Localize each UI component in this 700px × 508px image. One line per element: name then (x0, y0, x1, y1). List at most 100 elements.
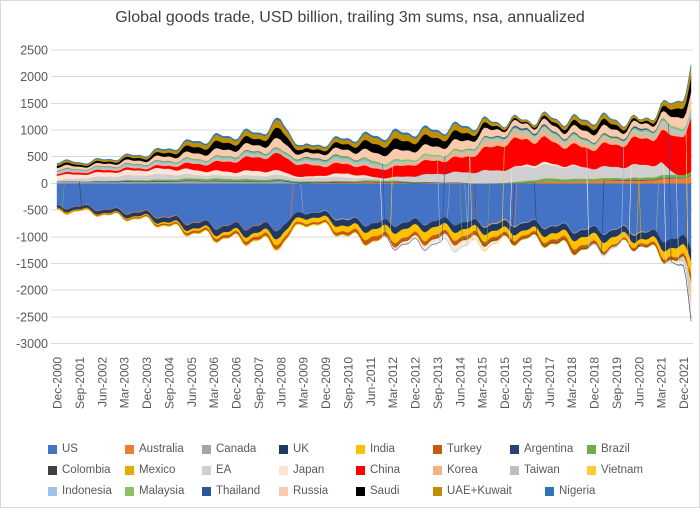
legend-label: Australia (139, 443, 184, 455)
legend-item-taiwan: Taiwan (510, 464, 560, 477)
legend-swatch (48, 466, 57, 475)
x-axis-tick-label: Jun-2002 (95, 357, 109, 407)
y-axis-tick-label: 1500 (20, 97, 48, 111)
x-axis-tick-label: Sep-2019 (610, 357, 624, 409)
legend-item-indonesia: Indonesia (48, 485, 112, 498)
y-axis-tick-label: -2000 (16, 284, 48, 298)
x-axis-tick-label: Dec-2021 (677, 357, 691, 409)
legend-item-us: US (48, 443, 78, 456)
legend-item-uae-kuwait: UAE+Kuwait (433, 485, 512, 498)
x-axis-tick-label: Dec-2015 (498, 357, 512, 409)
legend-label: Turkey (447, 443, 482, 455)
legend-item-vietnam: Vietnam (587, 464, 643, 477)
legend-label: India (370, 443, 395, 455)
legend-item-canada: Canada (202, 443, 256, 456)
legend-item-brazil: Brazil (587, 443, 630, 456)
legend-swatch (202, 445, 211, 454)
legend-swatch (279, 445, 288, 454)
legend-item-japan: Japan (279, 464, 324, 477)
legend-swatch (545, 487, 554, 496)
y-axis-tick-label: 500 (27, 150, 48, 164)
legend-swatch (433, 487, 442, 496)
legend-label: EA (216, 464, 232, 476)
legend-item-india: India (356, 443, 395, 456)
legend-swatch (48, 487, 57, 496)
legend-swatch (356, 487, 365, 496)
legend-swatch (510, 445, 519, 454)
legend-item-turkey: Turkey (433, 443, 482, 456)
legend-label: Indonesia (62, 485, 112, 497)
legend-swatch (510, 466, 519, 475)
y-axis-tick-label: 2000 (20, 70, 48, 84)
x-axis-tick-label: Sep-2016 (520, 357, 534, 409)
y-axis-tick-label: 1000 (20, 124, 48, 138)
x-axis-tick-label: Sep-2001 (73, 357, 87, 409)
x-axis-tick-label: Jun-2011 (364, 357, 378, 406)
legend-label: Nigeria (559, 485, 596, 497)
x-axis-tick-label: Mar-2003 (118, 357, 132, 409)
y-axis-tick-label: -1000 (16, 230, 48, 244)
legend-label: Russia (293, 485, 329, 497)
x-axis-tick-label: Dec-2006 (230, 357, 244, 409)
legend-label: Mexico (139, 464, 176, 476)
legend-swatch (48, 445, 57, 454)
legend-swatch (202, 487, 211, 496)
legend-item-malaysia: Malaysia (125, 485, 184, 498)
x-axis-tick-label: Mar-2009 (297, 357, 311, 409)
x-axis-tick-label: Jun-2008 (274, 357, 288, 407)
x-axis-tick-label: Mar-2006 (207, 357, 221, 409)
legend-swatch (279, 487, 288, 496)
legend-swatch (587, 466, 596, 475)
legend-swatch (587, 445, 596, 454)
legend-label: US (62, 443, 78, 455)
legend-label: Colombia (62, 464, 111, 476)
x-axis-tick-label: Dec-2003 (140, 357, 154, 409)
x-axis-tick-label: Sep-2013 (431, 357, 445, 409)
x-axis-tick-label: Mar-2015 (476, 357, 490, 409)
legend-label: China (370, 464, 401, 476)
legend-item-ea: EA (202, 464, 231, 477)
legend-item-nigeria: Nigeria (545, 485, 595, 498)
series-area-nigeria (56, 64, 692, 165)
x-axis-tick-label: Mar-2012 (386, 357, 400, 409)
legend-swatch (433, 466, 442, 475)
legend-item-china: China (356, 464, 400, 477)
x-axis-tick-label: Sep-2004 (162, 357, 176, 409)
x-axis-tick-label: Jun-2020 (632, 357, 646, 407)
chart-title: Global goods trade, USD billion, trailin… (115, 9, 585, 26)
legend-label: Thailand (216, 485, 261, 497)
legend-label: Vietnam (601, 464, 643, 476)
y-axis-tick-label: -3000 (16, 337, 48, 351)
x-axis-tick-label: Sep-2010 (341, 357, 355, 409)
legend-label: Taiwan (524, 464, 560, 476)
legend-label: Brazil (601, 443, 630, 455)
legend-item-korea: Korea (433, 464, 478, 477)
legend-swatch (356, 466, 365, 475)
legend-item-argentina: Argentina (510, 443, 573, 456)
legend-label: Malaysia (139, 485, 185, 497)
legend-label: UK (293, 443, 309, 455)
x-axis-tick-label: Mar-2021 (655, 357, 669, 409)
legend-swatch (125, 487, 134, 496)
x-axis-tick-label: Jun-2005 (185, 357, 199, 407)
legend-item-saudi: Saudi (356, 485, 399, 498)
x-axis-tick-label: Dec-2009 (319, 357, 333, 409)
legend-label: Argentina (524, 443, 574, 455)
x-axis-tick-label: Jun-2017 (543, 357, 557, 407)
legend-label: Japan (293, 464, 325, 476)
legend-swatch (433, 445, 442, 454)
legend-item-thailand: Thailand (202, 485, 260, 498)
y-axis-tick-label: 2500 (20, 44, 48, 58)
legend-swatch (202, 466, 211, 475)
y-axis-tick-label: 0 (41, 177, 48, 191)
legend-swatch (125, 466, 134, 475)
x-axis-tick-label: Sep-2007 (252, 357, 266, 409)
y-axis-tick-label: -500 (23, 204, 48, 218)
legend-swatch (279, 466, 288, 475)
legend-item-russia: Russia (279, 485, 328, 498)
y-axis-tick-label: -1500 (16, 257, 48, 271)
legend-item-australia: Australia (125, 443, 184, 456)
legend-item-colombia: Colombia (48, 464, 111, 477)
x-axis-tick-label: Mar-2018 (565, 357, 579, 409)
legend-label: Korea (447, 464, 478, 476)
